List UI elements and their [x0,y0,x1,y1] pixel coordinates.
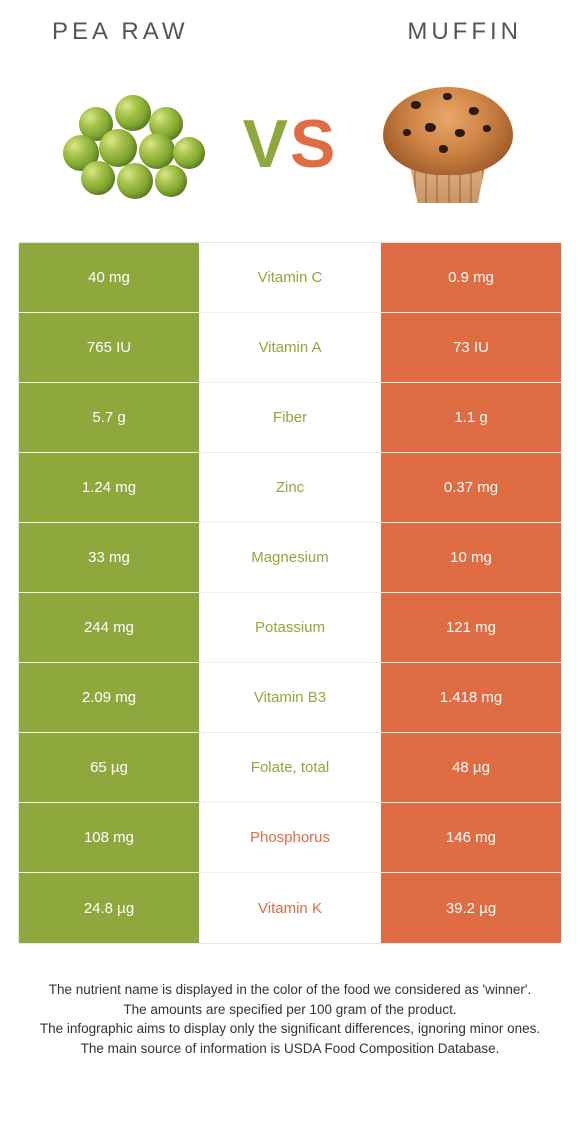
titles-row: pea raw muffin [18,18,562,46]
vs-label: VS [243,105,338,183]
nutrient-label: Vitamin C [199,243,381,312]
nutrient-label: Potassium [199,593,381,662]
table-row: 33 mgMagnesium10 mg [19,523,561,593]
title-right: muffin [407,18,522,46]
left-value: 40 mg [19,243,199,312]
footer-line: The amounts are specified per 100 gram o… [28,1000,552,1020]
nutrient-table: 40 mgVitamin C0.9 mg765 IUVitamin A73 IU… [18,242,562,944]
nutrient-label: Magnesium [199,523,381,592]
right-value: 48 µg [381,733,561,802]
left-value: 33 mg [19,523,199,592]
vs-s: S [290,106,337,182]
nutrient-label: Zinc [199,453,381,522]
left-value: 244 mg [19,593,199,662]
nutrient-label: Vitamin B3 [199,663,381,732]
left-value: 24.8 µg [19,873,199,943]
table-row: 40 mgVitamin C0.9 mg [19,243,561,313]
nutrient-label: Phosphorus [199,803,381,872]
left-value: 765 IU [19,313,199,382]
table-row: 65 µgFolate, total48 µg [19,733,561,803]
left-value: 65 µg [19,733,199,802]
right-value: 1.418 mg [381,663,561,732]
right-value: 121 mg [381,593,561,662]
right-value: 146 mg [381,803,561,872]
nutrient-label: Vitamin K [199,873,381,943]
left-value: 2.09 mg [19,663,199,732]
footer-line: The main source of information is USDA F… [28,1039,552,1059]
muffin-illustration [347,74,548,214]
left-value: 1.24 mg [19,453,199,522]
infographic-container: pea raw muffin VS [0,0,580,1076]
right-value: 0.37 mg [381,453,561,522]
nutrient-label: Vitamin A [199,313,381,382]
right-value: 0.9 mg [381,243,561,312]
table-row: 5.7 gFiber1.1 g [19,383,561,453]
footer-line: The nutrient name is displayed in the co… [28,980,552,1000]
nutrient-label: Folate, total [199,733,381,802]
right-value: 10 mg [381,523,561,592]
table-row: 2.09 mgVitamin B31.418 mg [19,663,561,733]
nutrient-label: Fiber [199,383,381,452]
left-value: 108 mg [19,803,199,872]
right-value: 39.2 µg [381,873,561,943]
table-row: 24.8 µgVitamin K39.2 µg [19,873,561,943]
table-row: 765 IUVitamin A73 IU [19,313,561,383]
footer-notes: The nutrient name is displayed in the co… [18,980,562,1058]
left-value: 5.7 g [19,383,199,452]
table-row: 108 mgPhosphorus146 mg [19,803,561,873]
right-value: 1.1 g [381,383,561,452]
table-row: 1.24 mgZinc0.37 mg [19,453,561,523]
table-row: 244 mgPotassium121 mg [19,593,561,663]
peas-illustration [32,74,233,214]
title-left: pea raw [52,18,188,46]
footer-line: The infographic aims to display only the… [28,1019,552,1039]
vs-v: V [243,106,290,182]
right-value: 73 IU [381,313,561,382]
hero-row: VS [18,74,562,214]
